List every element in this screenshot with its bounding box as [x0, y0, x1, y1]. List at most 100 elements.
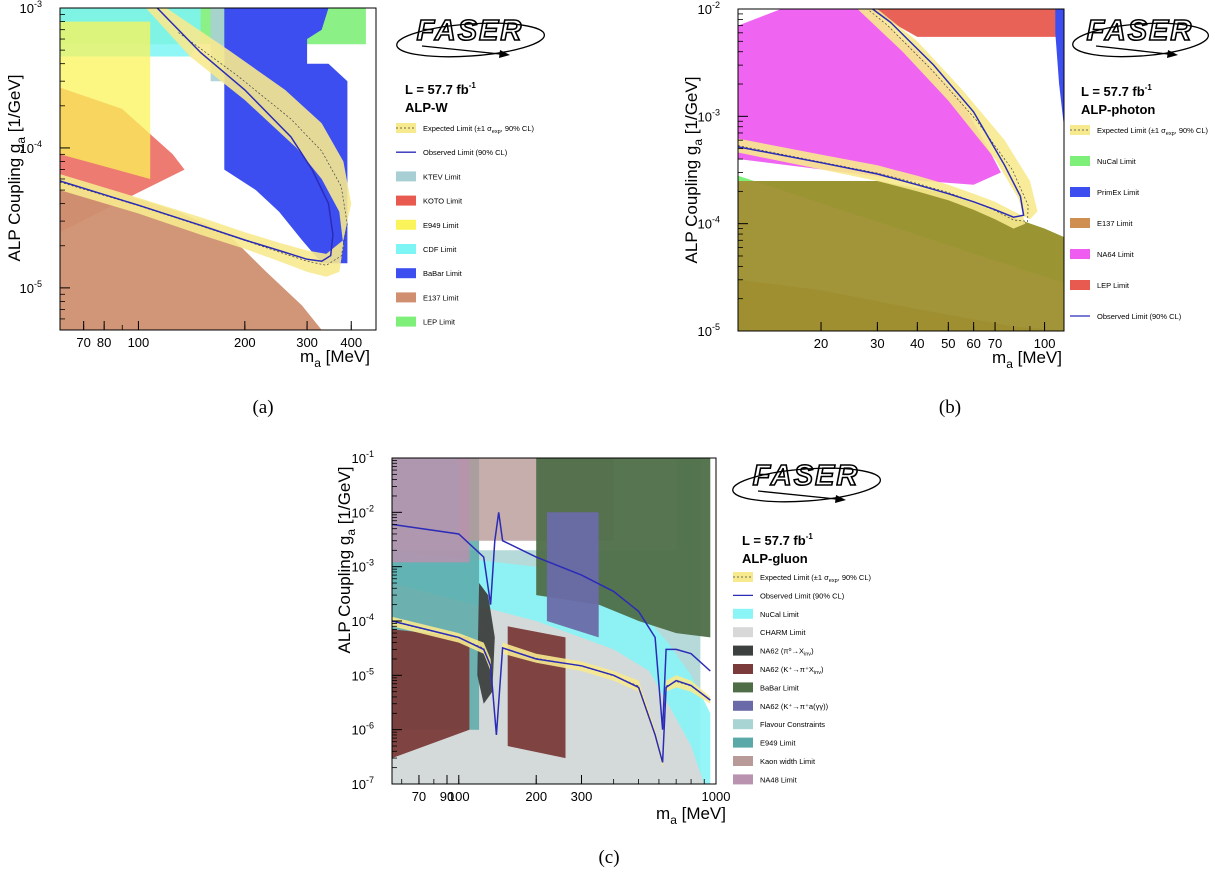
x-tick-label: 70 — [988, 336, 1002, 351]
x-tick-label: 60 — [966, 336, 980, 351]
legend-label: NuCal Limit — [1097, 157, 1137, 166]
exclusion-region-lep-limit — [867, 9, 1064, 37]
legend-item: NuCal Limit — [733, 608, 800, 619]
legend-item: KOTO Limit — [396, 195, 463, 206]
legend-item: BaBar Limit — [733, 682, 800, 693]
legend-swatch-box — [1070, 249, 1090, 259]
legend-label: NA62 (K⁺→π⁺Xinv) — [760, 665, 824, 676]
panel-c-series — [392, 512, 711, 768]
x-tick-label: 50 — [941, 336, 955, 351]
x-tick-label: 100 — [448, 789, 470, 804]
x-tick-label: 30 — [870, 336, 884, 351]
panel-a-series — [60, 8, 352, 277]
panel-b-caption: (b) — [939, 397, 961, 418]
legend-item: PrimEx Limit — [1070, 187, 1140, 197]
legend-swatch-box — [733, 737, 753, 748]
legend-item: LEP Limit — [1070, 280, 1130, 290]
x-tick-label: 40 — [910, 336, 924, 351]
panel-b-ylabel: ALP Coupling ga [1/GeV] — [682, 77, 705, 264]
legend-label: Kaon width Limit — [760, 757, 816, 766]
x-tick-label: 100 — [128, 335, 150, 350]
legend-label: CDF Limit — [423, 245, 457, 254]
legend-swatch-box — [396, 171, 416, 182]
x-tick-label: 300 — [296, 335, 318, 350]
panel-c-regions — [392, 458, 711, 784]
legend-label: NA62 (π⁰→Xinv) — [760, 647, 814, 658]
svg-text:FASER: FASER — [1087, 15, 1194, 47]
legend-item: NuCal Limit — [1070, 156, 1137, 166]
legend-label: BaBar Limit — [760, 683, 800, 692]
expected-limit-band — [60, 8, 352, 277]
panel-a-luminosity: L = 57.7 fb-1 — [405, 81, 476, 97]
legend-swatch-box — [733, 664, 753, 674]
legend-label: NuCal Limit — [760, 610, 800, 619]
x-tick-label: 100 — [1034, 336, 1056, 351]
x-tick-label: 70 — [76, 335, 90, 350]
legend-label: E949 Limit — [760, 739, 796, 748]
panel-b-logo: FASER — [1072, 14, 1210, 58]
legend-label: Observed Limit (90% CL) — [1097, 312, 1182, 321]
legend-item: E137 Limit — [396, 292, 459, 303]
panel-c-xlabel: ma [MeV] — [656, 804, 726, 827]
exclusion-region-na62-k-x-inv- — [392, 629, 470, 759]
panel-a-logo: FASER — [396, 14, 546, 58]
legend-swatch-box — [733, 719, 753, 730]
legend-swatch-box — [733, 608, 753, 619]
legend-swatch-box — [733, 756, 753, 766]
y-tick-label: 10-5 — [698, 322, 720, 339]
legend-item: Observed Limit (90% CL) — [1070, 312, 1182, 321]
observed-limit-line — [60, 8, 334, 262]
expected-limit-band — [392, 616, 711, 768]
legend-swatch-box — [733, 700, 753, 711]
y-tick-label: 10-3 — [20, 0, 42, 16]
legend-label: E137 Limit — [423, 293, 459, 302]
y-tick-label: 10-2 — [698, 0, 720, 17]
expected-limit-median-line — [738, 9, 1029, 222]
legend-swatch-box — [733, 682, 753, 693]
exclusion-region-nucal-limit-olive- — [738, 181, 1064, 331]
x-tick-label: 200 — [525, 789, 547, 804]
panel-c-model: ALP-gluon — [742, 551, 808, 566]
panel-a-ylabel: ALP Coupling ga [1/GeV] — [5, 75, 28, 262]
x-tick-label: 70 — [412, 789, 426, 804]
legend-swatch-box — [396, 219, 416, 230]
legend-item: LEP Limit — [396, 316, 456, 327]
legend-label: Expected Limit (±1 σexp, 90% CL) — [760, 573, 872, 584]
exclusion-region-na62-k-x-inv-2 — [507, 626, 566, 759]
expected-limit-median-line — [60, 32, 348, 266]
legend-swatch-box — [396, 268, 416, 279]
y-tick-label: 10-1 — [352, 449, 374, 466]
exclusion-region-na64-limit — [738, 9, 1001, 185]
legend-swatch-box — [396, 195, 416, 206]
legend-label: E949 Limit — [423, 221, 459, 230]
panel-b-luminosity: L = 57.7 fb-1 — [1081, 83, 1152, 99]
y-tick-label: 10-2 — [352, 503, 374, 520]
svg-text:FASER: FASER — [417, 15, 524, 47]
observed-limit-line — [392, 512, 711, 730]
legend-swatch-box — [1070, 156, 1090, 166]
legend-item: KTEV Limit — [396, 171, 461, 182]
legend-item: E949 Limit — [733, 737, 796, 748]
legend-item: E949 Limit — [396, 219, 459, 230]
panel-a-caption: (a) — [252, 397, 273, 418]
legend-item: Observed Limit (90% CL) — [396, 148, 508, 157]
x-tick-label: 90 — [440, 789, 454, 804]
panel-b-xlabel: ma [MeV] — [992, 348, 1062, 371]
legend-label: E137 Limit — [1097, 219, 1133, 228]
legend-label: NA62 (K⁺→π⁺a(γγ)) — [760, 702, 829, 711]
observed-limit-line — [392, 620, 711, 763]
legend-item: CDF Limit — [396, 244, 457, 254]
legend-item: Expected Limit (±1 σexp, 90% CL) — [1070, 125, 1209, 137]
panel-b-series — [738, 9, 1038, 229]
legend-label: LEP Limit — [1097, 281, 1130, 290]
legend-label: NA48 Limit — [760, 775, 798, 784]
legend-label: KTEV Limit — [423, 172, 461, 181]
panel-c-caption: (c) — [598, 847, 619, 868]
legend-item: Flavour Constraints — [733, 719, 825, 730]
legend-item: CHARM Limit — [733, 627, 806, 638]
y-tick-label: 10-4 — [352, 612, 374, 629]
legend-item: Observed Limit (90% CL) — [733, 591, 845, 600]
